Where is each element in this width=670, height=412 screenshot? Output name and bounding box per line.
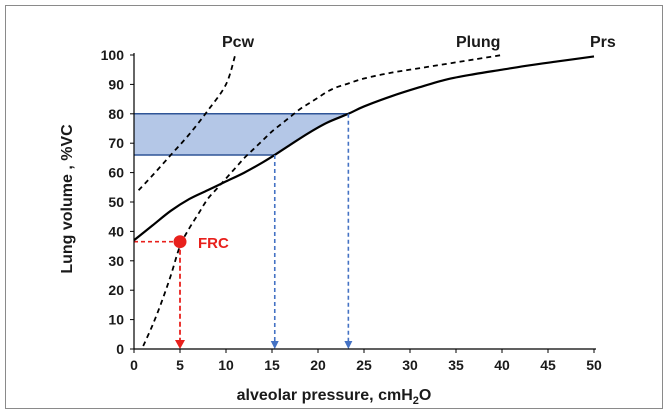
x-tick-label: 15 [264,357,280,373]
x-axis-label: alveolar pressure, cmH2O [237,387,432,407]
y-tick-label: 100 [101,47,125,63]
y-tick-label: 50 [108,194,124,210]
shaded-volume-band [134,113,349,155]
y-tick-label: 90 [108,76,124,92]
y-tick-label: 60 [108,165,124,181]
y-tick-label: 10 [108,312,124,328]
series-line-prs [133,55,595,242]
x-tick-label: 30 [402,357,418,373]
shade-layer [134,113,349,156]
drop-arrow-2 [344,341,353,349]
x-axis-label-main: alveolar pressure, cmH [237,387,413,404]
chart-frame [5,5,663,409]
x-tick-label: 0 [130,357,138,373]
y-tick-label: 0 [116,341,124,357]
frc-point [173,235,187,249]
y-tick-label: 40 [108,223,124,239]
curve-layer [133,54,595,347]
guide-layer [134,113,353,349]
x-axis-label-sub: 2 [413,395,419,407]
y-tick-label: 70 [108,135,124,151]
series-label-plung: Plung [456,34,500,51]
series-line-pcw [137,54,237,191]
drop-arrow-1 [270,341,279,349]
y-tick-label: 80 [108,106,124,122]
x-tick-label: 20 [310,357,326,373]
frc-label: FRC [198,235,229,252]
frc-arrow [175,340,185,349]
x-tick-label: 45 [540,357,556,373]
axis-layer [133,53,596,350]
y-tick-label: 30 [108,253,124,269]
series-label-prs: Prs [590,34,616,51]
series-line-plung [142,54,503,347]
x-tick-label: 40 [494,357,510,373]
tick-layer: 0 5 10 15 20 25 30 35 40 45 50 0 10 20 30 40 50 60 70 80 90 1… [101,47,602,373]
series-label-pcw: Pcw [222,34,255,51]
y-axis-label: Lung volume , %VC [59,124,76,274]
x-axis-label-tail: O [419,387,431,404]
x-tick-label: 5 [176,357,184,373]
x-tick-label: 25 [356,357,372,373]
y-tick-label: 20 [108,282,124,298]
x-tick-label: 10 [218,357,234,373]
x-tick-label: 35 [448,357,464,373]
x-tick-label: 50 [586,357,602,373]
